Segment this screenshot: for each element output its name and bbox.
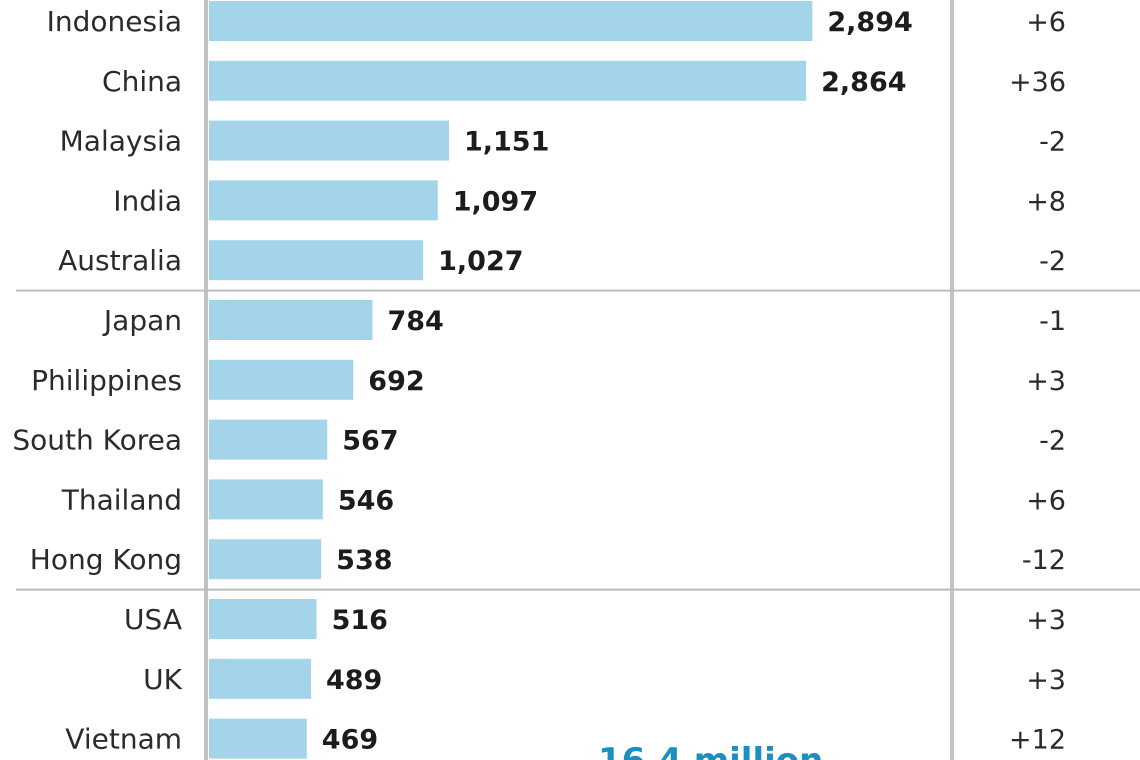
labels-group: Indonesia 2,894 +6 China 2,864 +36 Malaysia 1,1…	[12, 5, 1066, 756]
bar	[209, 539, 322, 580]
data-label: 469	[322, 725, 378, 756]
category-label: South Korea	[12, 424, 182, 457]
change-label: -2	[1039, 127, 1066, 158]
change-label: +8	[1026, 186, 1066, 217]
data-label: 784	[387, 306, 443, 337]
total-annotation: 16.4 million	[598, 741, 823, 760]
bar	[209, 599, 317, 639]
chart-separators	[16, 0, 1140, 760]
bar	[209, 300, 373, 340]
category-label: Philippines	[31, 364, 182, 397]
data-label: 2,894	[827, 7, 912, 38]
category-label: Thailand	[61, 483, 182, 516]
data-label: 516	[332, 605, 388, 636]
change-label: +3	[1026, 665, 1066, 696]
data-label: 567	[342, 426, 398, 457]
bar	[209, 180, 438, 221]
category-label: Australia	[58, 244, 182, 277]
bar	[209, 120, 449, 161]
change-label: +6	[1026, 485, 1066, 516]
category-label: China	[102, 65, 182, 98]
change-label: +12	[1009, 725, 1066, 756]
category-label: UK	[143, 663, 182, 696]
data-label: 2,864	[821, 67, 906, 98]
change-label: +3	[1026, 605, 1066, 636]
data-label: 538	[336, 545, 392, 576]
data-label: 1,027	[438, 246, 523, 277]
data-label: 1,151	[464, 127, 549, 158]
bar	[209, 479, 323, 520]
category-label: Hong Kong	[30, 543, 182, 576]
bar	[209, 1, 813, 41]
category-label: Malaysia	[60, 125, 182, 158]
change-label: -2	[1039, 426, 1066, 457]
bar	[209, 658, 311, 699]
change-label: +36	[1009, 67, 1066, 98]
bars-group	[209, 1, 813, 759]
data-label: 489	[326, 665, 382, 696]
category-label: Indonesia	[47, 5, 182, 38]
bar	[209, 419, 328, 460]
change-label: -12	[1022, 545, 1066, 576]
change-label: +3	[1026, 366, 1066, 397]
bar	[209, 359, 354, 400]
category-label: India	[113, 184, 182, 217]
bar	[209, 60, 807, 101]
change-label: -2	[1039, 246, 1066, 277]
data-label: 546	[338, 485, 394, 516]
category-label: USA	[124, 603, 182, 636]
data-label: 1,097	[453, 186, 538, 217]
category-label: Japan	[102, 304, 182, 337]
bar	[209, 718, 307, 759]
change-label: -1	[1039, 306, 1066, 337]
change-label: +6	[1026, 7, 1066, 38]
category-label: Vietnam	[65, 723, 182, 756]
data-label: 692	[368, 366, 424, 397]
bar	[209, 240, 424, 281]
